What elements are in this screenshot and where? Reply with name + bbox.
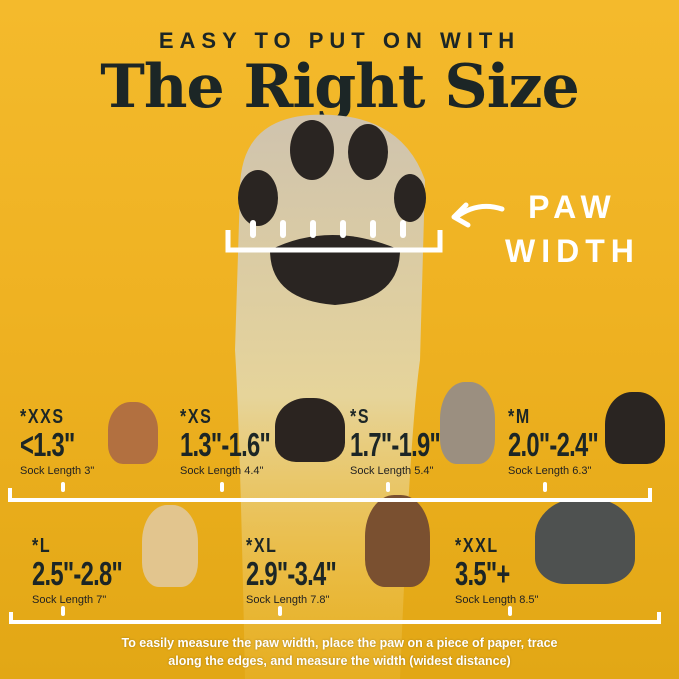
size-range: <1.3" — [20, 426, 75, 463]
dog-image-german-shepherd — [365, 495, 430, 587]
dog-image-great-dane — [535, 498, 635, 584]
size-range: 2.9"-3.4" — [246, 555, 337, 592]
curved-arrow-left-icon — [451, 202, 505, 228]
sock-length: Sock Length 3" — [20, 465, 95, 477]
size-label: *S — [350, 406, 371, 428]
sock-length: Sock Length 7" — [32, 594, 107, 606]
size-xxl: *XXL 3.5"+ Sock Length 8.5" — [455, 535, 538, 606]
size-label: *XXS — [20, 406, 65, 428]
dog-image-french-bulldog — [440, 382, 495, 464]
dog-image-golden-retriever — [142, 505, 198, 587]
size-l: *L 2.5"-2.8" Sock Length 7" — [32, 535, 157, 606]
size-xxs: *XXS <1.3" Sock Length 3" — [20, 406, 96, 477]
callout-line1: PAW — [528, 189, 617, 225]
sock-length: Sock Length 5.4" — [350, 465, 434, 477]
measure-bracket-row2 — [9, 606, 661, 624]
size-label: *XL — [246, 535, 278, 557]
size-range: 3.5"+ — [455, 555, 510, 592]
measurement-instructions: To easily measure the paw width, place t… — [0, 634, 679, 670]
size-xl: *XL 2.9"-3.4" Sock Length 7.8" — [246, 535, 371, 606]
dog-image-yorkshire-terrier — [275, 398, 345, 462]
size-label: *M — [508, 406, 531, 428]
size-range: 2.0"-2.4" — [508, 426, 599, 463]
size-xs: *XS 1.3"-1.6" Sock Length 4.4" — [180, 406, 305, 477]
kicker-text: EASY TO PUT ON WITH — [158, 28, 521, 53]
instructions-line2: along the edges, and measure the width (… — [168, 654, 511, 668]
sock-length: Sock Length 4.4" — [180, 465, 264, 477]
size-range: 1.3"-1.6" — [180, 426, 271, 463]
dog-image-chihuahua — [108, 402, 158, 464]
size-range: 2.5"-2.8" — [32, 555, 123, 592]
sock-length: Sock Length 6.3" — [508, 465, 592, 477]
size-label: *XS — [180, 406, 213, 428]
dog-image-bernese-mountain-dog — [605, 392, 665, 464]
callout-line2: WIDTH — [505, 233, 640, 269]
sock-length: Sock Length 7.8" — [246, 594, 330, 606]
instructions-line1: To easily measure the paw width, place t… — [121, 636, 558, 650]
page-title: The Right Size — [100, 52, 580, 122]
size-m: *M 2.0"-2.4" Sock Length 6.3" — [508, 406, 633, 477]
size-label: *L — [32, 535, 52, 557]
paw-width-callout: PAW WIDTH — [505, 185, 640, 273]
size-s: *S 1.7"-1.9" Sock Length 5.4" — [350, 406, 475, 477]
measure-bracket-row1 — [8, 482, 652, 502]
sock-length: Sock Length 8.5" — [455, 594, 539, 606]
size-range: 1.7"-1.9" — [350, 426, 441, 463]
size-label: *XXL — [455, 535, 499, 557]
